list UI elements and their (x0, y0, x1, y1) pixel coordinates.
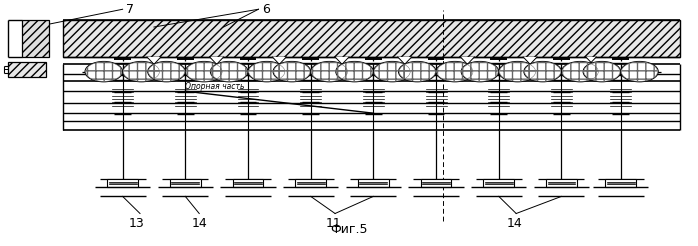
Polygon shape (209, 57, 223, 64)
Ellipse shape (336, 62, 373, 82)
Polygon shape (524, 57, 537, 64)
Polygon shape (358, 179, 389, 187)
Ellipse shape (583, 62, 621, 82)
Polygon shape (170, 179, 200, 187)
Text: 11: 11 (326, 217, 341, 230)
Polygon shape (147, 57, 161, 64)
Polygon shape (586, 57, 596, 64)
Polygon shape (107, 179, 138, 187)
Text: 13: 13 (128, 217, 144, 230)
Polygon shape (8, 62, 46, 77)
Polygon shape (64, 20, 680, 57)
Text: Фиг.5: Фиг.5 (330, 223, 368, 235)
Text: 7: 7 (126, 3, 134, 16)
Polygon shape (398, 57, 412, 64)
Ellipse shape (248, 62, 285, 82)
Polygon shape (335, 57, 349, 64)
Ellipse shape (311, 62, 348, 82)
Text: Опорная часть: Опорная часть (185, 82, 245, 91)
Polygon shape (546, 179, 577, 187)
Polygon shape (461, 57, 475, 64)
Ellipse shape (273, 62, 311, 82)
Polygon shape (484, 179, 514, 187)
Polygon shape (22, 20, 50, 57)
Ellipse shape (461, 62, 499, 82)
Polygon shape (421, 179, 452, 187)
Polygon shape (295, 179, 326, 187)
Ellipse shape (185, 62, 223, 82)
Text: 14: 14 (507, 217, 523, 230)
Text: 14: 14 (191, 217, 207, 230)
Ellipse shape (123, 62, 161, 82)
Polygon shape (605, 179, 636, 187)
Ellipse shape (524, 62, 561, 82)
Ellipse shape (373, 62, 411, 82)
Ellipse shape (210, 62, 248, 82)
Text: 6: 6 (262, 3, 270, 16)
Polygon shape (272, 57, 286, 64)
Ellipse shape (499, 62, 536, 82)
Ellipse shape (85, 62, 123, 82)
Ellipse shape (148, 62, 185, 82)
Ellipse shape (561, 62, 599, 82)
Ellipse shape (399, 62, 436, 82)
Polygon shape (232, 179, 263, 187)
Ellipse shape (621, 62, 658, 82)
Ellipse shape (436, 62, 474, 82)
